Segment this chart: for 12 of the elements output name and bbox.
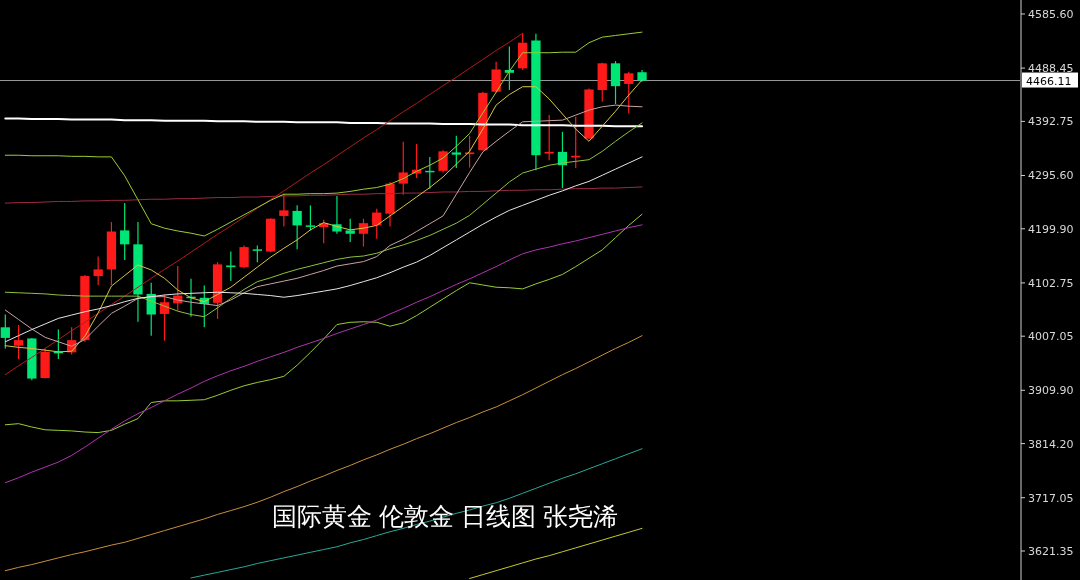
y-tick-label: 4199.90: [1028, 222, 1074, 236]
annotation: 国际黄金 伦敦金 日线图 张尧浠: [272, 502, 618, 530]
y-tick-label: 3814.20: [1028, 437, 1074, 451]
y-tick-label: 4007.05: [1028, 330, 1074, 344]
ref-line-label: 4466.11: [1026, 74, 1072, 88]
y-tick-label: 3717.05: [1028, 491, 1074, 505]
y-tick-label: 4392.75: [1028, 115, 1074, 129]
y-tick-label: 4102.75: [1028, 276, 1074, 290]
y-tick-label: 4295.60: [1028, 169, 1074, 183]
y-tick-label: 4585.60: [1028, 7, 1074, 21]
y-tick-label: 3621.35: [1028, 545, 1074, 559]
y-tick-label: 3909.90: [1028, 384, 1074, 398]
